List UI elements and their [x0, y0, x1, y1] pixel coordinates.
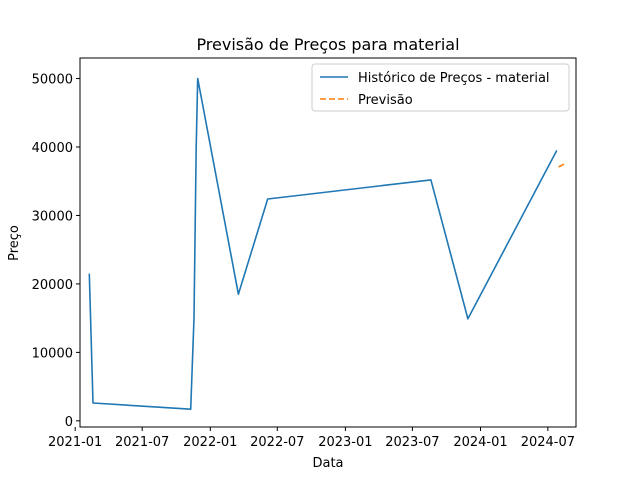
y-axis-label: Preço [7, 225, 22, 261]
y-tick-label: 0 [65, 415, 73, 430]
legend: Histórico de Preços - material Previsão [311, 63, 570, 112]
x-tick-label: 2023-01 [318, 435, 372, 450]
chart-title: Previsão de Preços para material [196, 35, 459, 54]
legend-label: Previsão [358, 93, 413, 108]
x-tick-label: 2024-01 [453, 435, 507, 450]
legend-label: Histórico de Preços - material [358, 71, 550, 86]
y-tick-label: 30000 [32, 209, 73, 224]
x-tick-label: 2023-07 [385, 435, 439, 450]
x-axis-label: Data [312, 456, 343, 471]
y-axis: 0 10000 20000 30000 40000 50000 [32, 73, 80, 430]
y-tick-label: 10000 [32, 346, 73, 361]
x-tick-label: 2021-01 [48, 435, 102, 450]
x-axis: 2021-01 2021-07 2022-01 2022-07 2023-01 2023-… [48, 427, 575, 450]
plot-frame [79, 57, 577, 428]
legend-box [311, 63, 570, 112]
y-tick-label: 40000 [32, 141, 73, 156]
x-tick-label: 2024-07 [521, 435, 575, 450]
series-line-historico [88, 77, 558, 411]
y-tick-label: 50000 [32, 73, 73, 88]
x-tick-label: 2022-07 [250, 435, 304, 450]
x-tick-label: 2021-07 [115, 435, 169, 450]
series-line-previsao [558, 162, 566, 168]
y-tick-label: 20000 [32, 278, 73, 293]
plot-area [88, 77, 566, 411]
x-tick-label: 2022-01 [183, 435, 237, 450]
